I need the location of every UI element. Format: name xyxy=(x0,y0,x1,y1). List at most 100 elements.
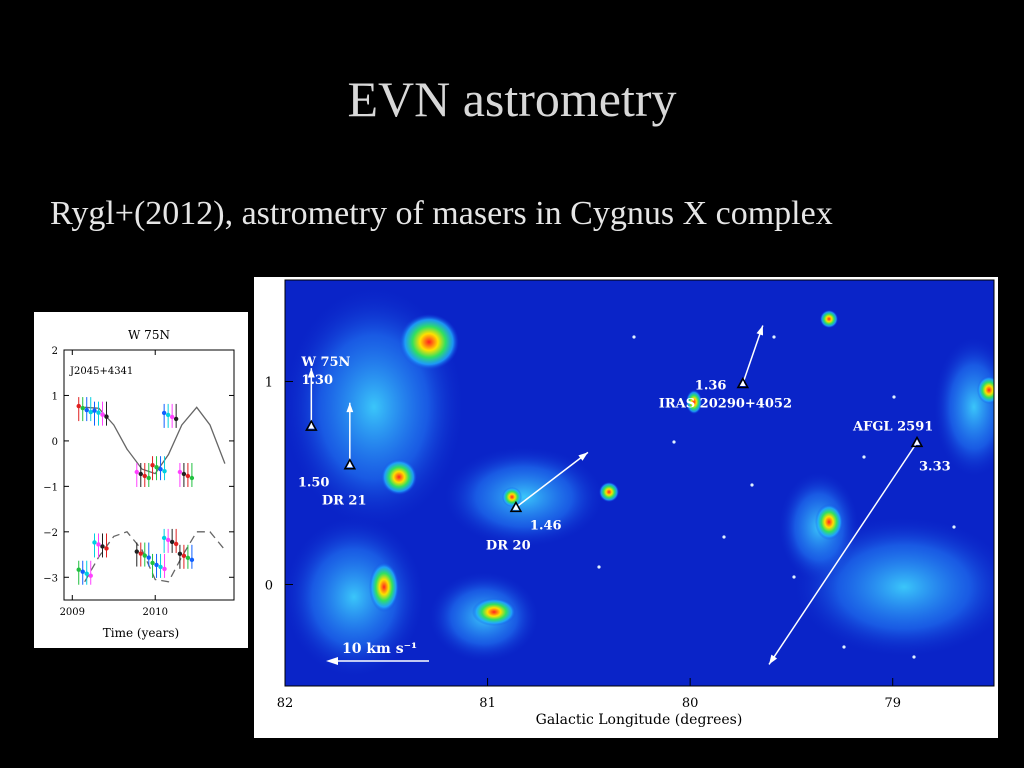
parallax-plot-frame xyxy=(63,349,235,601)
x-tick-label: 2009 xyxy=(60,607,85,618)
star-point xyxy=(912,655,916,659)
parallax-curves xyxy=(84,406,226,583)
data-point xyxy=(80,405,85,411)
data-point xyxy=(146,475,151,481)
source-marker xyxy=(509,500,523,513)
scale-bar-label: 10 km s⁻¹ xyxy=(342,641,417,657)
emission-peak xyxy=(599,482,619,502)
data-point xyxy=(104,546,109,551)
star-point xyxy=(892,395,896,399)
data-point xyxy=(100,412,105,417)
y-tick-label: −2 xyxy=(43,528,58,539)
source-marker xyxy=(736,376,750,389)
dec-model-curve xyxy=(84,531,226,583)
emission-peak xyxy=(381,459,417,495)
data-point xyxy=(177,551,183,557)
parallax-points xyxy=(76,397,195,585)
data-point xyxy=(161,410,167,416)
data-point xyxy=(181,553,187,559)
map-frame xyxy=(284,279,995,687)
emission-peak xyxy=(502,487,522,507)
data-point xyxy=(84,571,89,576)
data-point xyxy=(154,562,159,568)
source-marker xyxy=(343,458,357,470)
data-point xyxy=(134,469,139,475)
data-point xyxy=(162,566,167,572)
source-name-label: AFGL 2591 xyxy=(852,419,933,434)
data-point xyxy=(142,473,147,479)
proper-motion-arrow xyxy=(768,441,918,665)
y-tick-label: 2 xyxy=(52,346,58,357)
source-marker-fill xyxy=(914,439,921,445)
cygnus-x-map-svg: 82 81 80 79 1 0 W 75N 1.30 DR 21 1.50 DR 20 1.46 IR… xyxy=(265,279,995,728)
x-tick-label: 81 xyxy=(479,696,496,711)
parallax-plot: W 75N J2045+4341 Time (years) 2 1 0 −1 −2 −3 2… xyxy=(34,312,248,648)
cygnus-x-map: 82 81 80 79 1 0 W 75N 1.30 DR 21 1.50 DR 20 1.46 IR… xyxy=(254,277,998,738)
source-marker-fill xyxy=(739,380,746,387)
data-point xyxy=(181,471,187,477)
data-point xyxy=(169,539,175,545)
proper-motion-arrowhead xyxy=(756,325,763,336)
source-name-label: IRAS 20290+4052 xyxy=(659,397,792,412)
star-point xyxy=(862,455,866,459)
data-point xyxy=(150,560,155,566)
star-point xyxy=(842,645,846,649)
slide-title: EVN astrometry xyxy=(347,71,677,127)
parallax-plot-svg: W 75N J2045+4341 Time (years) 2 1 0 −1 −2 −3 2… xyxy=(43,328,235,640)
data-point xyxy=(158,564,163,570)
data-point xyxy=(96,410,101,415)
x-tick-label: 82 xyxy=(277,696,294,711)
data-point xyxy=(173,541,179,547)
y-tick-label: 1 xyxy=(52,391,58,402)
data-point xyxy=(161,535,167,541)
data-point xyxy=(165,412,171,418)
source-marker-fill xyxy=(512,504,519,510)
data-point xyxy=(134,549,139,554)
source-marker-fill xyxy=(308,423,315,429)
data-point xyxy=(92,408,97,413)
y-tick-label: −1 xyxy=(43,482,58,493)
data-point xyxy=(185,555,191,561)
reference-source-label: J2045+4341 xyxy=(69,366,133,377)
y-tick-label: −3 xyxy=(43,573,58,584)
star-point xyxy=(597,565,601,569)
map-x-axis-label: Galactic Longitude (degrees) xyxy=(536,712,743,728)
data-point xyxy=(189,475,195,481)
parallax-ticks: 2 1 0 −1 −2 −3 2009 2010 xyxy=(43,346,234,618)
emission-layer xyxy=(285,287,994,677)
data-point xyxy=(138,471,143,477)
data-point xyxy=(177,469,183,475)
parallax-x-axis-label: Time (years) xyxy=(103,626,179,640)
parallax-plot-title: W 75N xyxy=(128,328,170,342)
source-distance-label: 3.33 xyxy=(919,459,951,474)
data-point xyxy=(92,540,97,545)
emission-peak xyxy=(977,376,994,404)
data-point xyxy=(104,414,109,419)
emission-cloud xyxy=(444,447,604,547)
data-point xyxy=(88,409,93,415)
x-tick-label: 80 xyxy=(682,696,699,711)
data-point xyxy=(185,473,191,479)
star-point xyxy=(722,535,726,539)
data-point xyxy=(189,557,195,563)
star-point xyxy=(792,575,796,579)
data-point xyxy=(100,544,105,549)
source-distance-label: 1.50 xyxy=(298,476,330,491)
emission-peak xyxy=(399,314,459,370)
data-point xyxy=(142,553,147,558)
star-point xyxy=(750,483,754,487)
y-tick-label: 1 xyxy=(265,376,273,391)
source-marker xyxy=(305,419,318,431)
source-name-label: DR 21 xyxy=(322,494,367,509)
data-point xyxy=(84,407,89,413)
data-point xyxy=(138,551,143,556)
slide-subtitle: Rygl+(2012), astrometry of masers in Cyg… xyxy=(50,195,833,232)
source-distance-label: 1.30 xyxy=(301,373,333,388)
data-point xyxy=(154,464,159,470)
emission-cloud xyxy=(285,517,424,677)
proper-motion-arrowhead xyxy=(769,654,778,665)
star-point xyxy=(632,335,636,339)
data-point xyxy=(146,555,151,560)
data-point xyxy=(150,462,155,468)
y-tick-label: 0 xyxy=(52,437,58,448)
